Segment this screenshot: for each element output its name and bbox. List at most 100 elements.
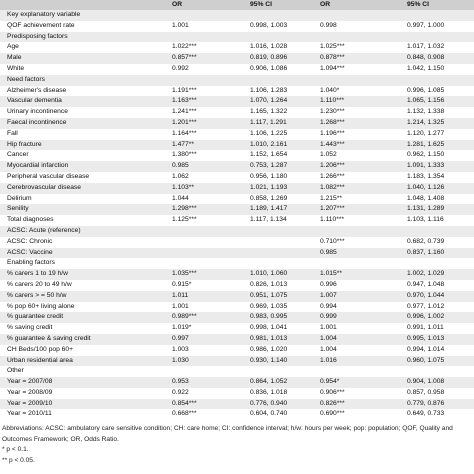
table-section-row: Predisposing factors [0, 31, 474, 43]
or-cell-model-2: 1.094*** [313, 63, 400, 75]
variable-cell: % guarantee & saving credit [0, 333, 165, 345]
variable-cell: ACSC: Vaccine [0, 247, 165, 259]
table-row: Total diagnoses 1.125*** 1.117, 1.134 1.110… [0, 215, 474, 226]
or-cell-model-1: 1.019* [165, 323, 243, 334]
or-cell-model-2: 1.110*** [313, 215, 400, 226]
table-row: Alzheimer's disease 1.191*** 1.106, 1.283 1… [0, 85, 474, 97]
table-row: Faecal incontinence 1.201*** 1.117, 1.291 1… [0, 117, 474, 129]
section-label-cell: Other [0, 366, 474, 378]
table-section-row: Enabling factors [0, 258, 474, 270]
or-cell-model-1: 1.011 [165, 290, 243, 302]
variable-cell: % carers > = 50 h/w [0, 290, 165, 302]
footnote-line: * p < 0.1. [2, 446, 29, 454]
variable-cell: ACSC: Chronic [0, 236, 165, 248]
ci-cell-model-1: 0.983, 0.995 [243, 312, 313, 324]
or-cell-model-2: 1.040* [313, 85, 400, 97]
ci-cell-model-2: 0.682, 0.739 [400, 236, 474, 248]
or-cell-model-2: 0.985 [313, 247, 400, 259]
ci-cell-model-1: 1.165, 1.322 [243, 107, 313, 118]
ci-cell-model-2: 0.962, 1.150 [400, 150, 474, 162]
ci-cell-model-1: 0.998, 1.041 [243, 323, 313, 334]
or-cell-model-1: 1.164*** [165, 128, 243, 140]
variable-cell: Year = 2009/10 [0, 398, 165, 410]
table-row: Year = 2008/09 0.922 0.836, 1.018 0.906*** 0… [0, 387, 474, 399]
ci-cell-model-1: 0.826, 1.013 [243, 279, 313, 291]
variable-cell: Age [0, 42, 165, 54]
header-ci-model-2: 95% CI [400, 0, 474, 10]
ci-cell-model-2: 1.042, 1.150 [400, 63, 474, 75]
or-cell-model-2: 1.110*** [313, 96, 400, 108]
ci-cell-model-2: 0.837, 1.160 [400, 247, 474, 259]
table-row: Fall 1.164*** 1.106, 1.225 1.196*** 1.120, 1… [0, 128, 474, 140]
or-cell-model-2: 0.906*** [313, 387, 400, 399]
or-cell-model-2: 0.690*** [313, 409, 400, 421]
or-cell-model-2: 1.207*** [313, 204, 400, 216]
or-cell-model-2: 0.996 [313, 279, 400, 291]
or-cell-model-2: 0.954* [313, 377, 400, 388]
ci-cell-model-1: 0.930, 1.140 [243, 355, 313, 367]
table-body: Key explanatory variable QOF achievement … [0, 10, 474, 421]
or-cell-model-1: 1.062 [165, 171, 243, 183]
table-row: Delirium 1.044 0.858, 1.269 1.215** 1.048, 1… [0, 193, 474, 205]
table-row: % carers 20 to 49 h/w 0.915* 0.826, 1.013 0… [0, 279, 474, 291]
or-cell-model-2: 1.215** [313, 193, 400, 205]
variable-cell: Peripheral vascular disease [0, 171, 165, 183]
ci-cell-model-1: 1.010, 2.161 [243, 139, 313, 151]
table-row: % carers 1 to 19 h/w 1.035*** 1.010, 1.060… [0, 269, 474, 280]
ci-cell-model-2: 1.281, 1.625 [400, 139, 474, 151]
ci-cell-model-1: 0.906, 1.086 [243, 63, 313, 75]
table-row: % pop 60+ living alone 1.001 0.969, 1.035 0… [0, 301, 474, 313]
or-cell-model-2: 1.206*** [313, 161, 400, 172]
ci-cell-model-2: 0.995, 1.013 [400, 333, 474, 345]
variable-cell: Faecal incontinence [0, 117, 165, 129]
or-cell-model-2: 0.710*** [313, 236, 400, 248]
variable-cell: Fall [0, 128, 165, 140]
ci-cell-model-2: 0.970, 1.044 [400, 290, 474, 302]
or-cell-model-2: 1.004 [313, 344, 400, 356]
or-cell-model-2: 1.196*** [313, 128, 400, 140]
ci-cell-model-1: 1.106, 1.225 [243, 128, 313, 140]
variable-cell: Cancer [0, 150, 165, 162]
table-row: Vascular dementia 1.163*** 1.070, 1.264 1.1… [0, 96, 474, 108]
table-row: Urinary incontinence 1.241*** 1.165, 1.322… [0, 107, 474, 118]
variable-cell: Cerebrovascular disease [0, 182, 165, 194]
ci-cell-model-2: 0.947, 1.048 [400, 279, 474, 291]
ci-cell-model-1 [243, 225, 313, 237]
ci-cell-model-2: 1.065, 1.156 [400, 96, 474, 108]
variable-cell: Senility [0, 204, 165, 216]
ci-cell-model-1: 0.864, 1.052 [243, 377, 313, 388]
or-cell-model-1: 1.001 [165, 301, 243, 313]
variable-cell: ACSC: Acute (reference) [0, 225, 165, 237]
ci-cell-model-2: 0.848, 0.908 [400, 53, 474, 64]
or-cell-model-1 [165, 236, 243, 248]
ci-cell-model-2: 0.904, 1.008 [400, 377, 474, 388]
footnote-line: Abbreviations: ACSC: ambulatory care sen… [2, 425, 453, 443]
or-cell-model-1: 0.953 [165, 377, 243, 388]
table-row: Male 0.857*** 0.819, 0.896 0.878*** 0.848, 0… [0, 53, 474, 64]
or-cell-model-2: 1.007 [313, 290, 400, 302]
variable-cell: Year = 2008/09 [0, 387, 165, 399]
header-variable [0, 0, 165, 10]
ci-cell-model-1: 1.189, 1.417 [243, 204, 313, 216]
header-ci-model-1: 95% CI [243, 0, 313, 10]
table-row: % saving credit 1.019* 0.998, 1.041 1.001 0.… [0, 323, 474, 334]
or-cell-model-2: 0.999 [313, 312, 400, 324]
header-or-model-2: OR [313, 0, 400, 10]
table-row: Hip fracture 1.477** 1.010, 2.161 1.443*** 1… [0, 139, 474, 151]
table-row: Year = 2010/11 0.668*** 0.604, 0.740 0.690*… [0, 409, 474, 421]
table-row: Peripheral vascular disease 1.062 0.956, 1… [0, 171, 474, 183]
or-cell-model-1: 1.022*** [165, 42, 243, 54]
ci-cell-model-1: 1.152, 1.654 [243, 150, 313, 162]
ci-cell-model-2: 0.991, 1.011 [400, 323, 474, 334]
variable-cell: Urinary incontinence [0, 107, 165, 118]
ci-cell-model-2: 0.779, 0.876 [400, 398, 474, 410]
section-label-cell: Key explanatory variable [0, 10, 474, 21]
or-cell-model-1: 1.191*** [165, 85, 243, 97]
ci-cell-model-2 [400, 225, 474, 237]
or-cell-model-2: 1.004 [313, 333, 400, 345]
or-cell-model-1: 1.103** [165, 182, 243, 194]
ci-cell-model-2: 0.977, 1.012 [400, 301, 474, 313]
table-row: % carers > = 50 h/w 1.011 0.951, 1.075 1.00… [0, 290, 474, 302]
or-cell-model-2: 0.994 [313, 301, 400, 313]
ci-cell-model-2: 1.002, 1.029 [400, 269, 474, 280]
